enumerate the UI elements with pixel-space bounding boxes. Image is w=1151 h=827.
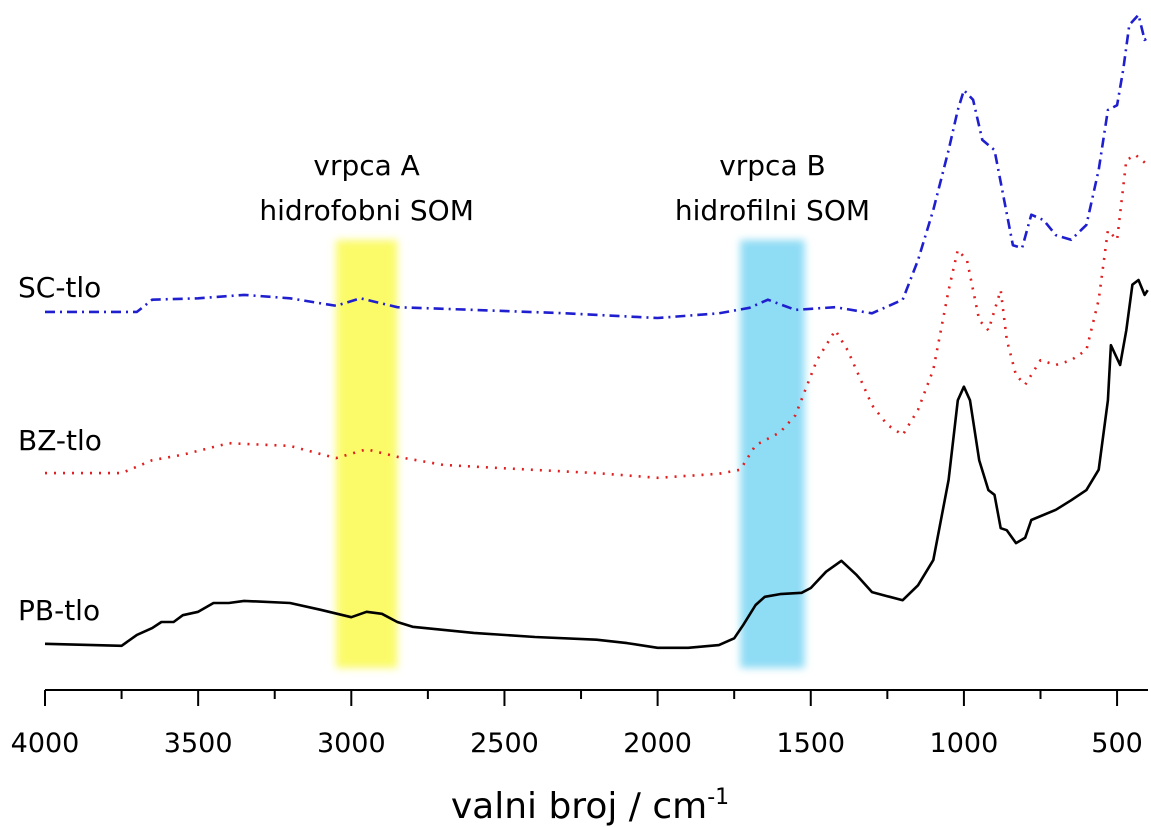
x-tick-label: 2000 [623,728,692,759]
band-label: vrpca B [719,149,826,182]
band-label: vrpca A [313,149,419,182]
spectrum-line [45,153,1149,480]
series-label: BZ-tlo [18,424,102,457]
x-tick-label: 1500 [776,728,845,759]
series-label: PB-tlo [18,594,100,627]
x-tick-label: 4000 [11,728,80,759]
x-tick-label: 500 [1091,728,1143,759]
x-axis-label: valni broj / cm-1 [451,785,729,827]
band-label: hidrofilni SOM [675,194,870,227]
series-label: SC-tlo [18,271,101,304]
band [335,240,398,668]
x-tick-label: 3500 [164,728,233,759]
band-label: hidrofobni SOM [259,194,473,227]
x-tick-label: 2500 [470,728,539,759]
spectrum-line [45,13,1149,320]
x-tick-label: 3000 [317,728,386,759]
x-tick-label: 1000 [930,728,999,759]
spectrum-line [44,278,1149,650]
band [740,240,805,668]
